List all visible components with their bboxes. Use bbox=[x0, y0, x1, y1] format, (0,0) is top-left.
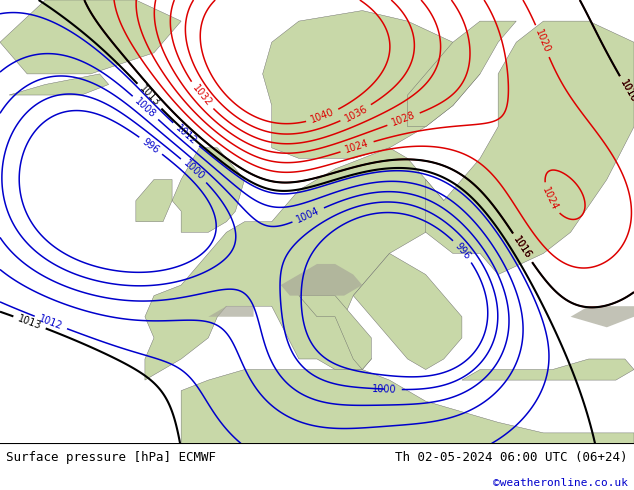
Text: Surface pressure [hPa] ECMWF: Surface pressure [hPa] ECMWF bbox=[6, 451, 216, 464]
Text: 1013: 1013 bbox=[16, 313, 42, 331]
Text: 1036: 1036 bbox=[343, 103, 369, 123]
Text: 1004: 1004 bbox=[295, 205, 321, 225]
Text: 1013: 1013 bbox=[138, 84, 162, 108]
Text: 1012: 1012 bbox=[174, 122, 198, 147]
Text: 1016: 1016 bbox=[512, 235, 533, 261]
Text: 996: 996 bbox=[453, 241, 472, 262]
Text: 1024: 1024 bbox=[540, 186, 560, 212]
Text: 1000: 1000 bbox=[372, 384, 397, 394]
Polygon shape bbox=[0, 0, 181, 74]
Polygon shape bbox=[571, 306, 634, 327]
Text: 1032: 1032 bbox=[190, 83, 214, 108]
Polygon shape bbox=[9, 74, 108, 95]
Polygon shape bbox=[136, 179, 172, 221]
Polygon shape bbox=[462, 359, 634, 380]
Text: 1008: 1008 bbox=[133, 96, 158, 120]
Polygon shape bbox=[181, 369, 634, 443]
Polygon shape bbox=[262, 11, 480, 158]
Text: 1016: 1016 bbox=[618, 78, 634, 104]
Text: 1028: 1028 bbox=[391, 110, 417, 128]
Text: 1016: 1016 bbox=[618, 78, 634, 104]
Text: 996: 996 bbox=[140, 136, 161, 155]
Text: 1000: 1000 bbox=[181, 158, 206, 182]
Polygon shape bbox=[299, 295, 372, 369]
Text: 1024: 1024 bbox=[344, 138, 370, 155]
Polygon shape bbox=[425, 21, 634, 274]
Text: 1012: 1012 bbox=[37, 314, 64, 332]
Text: Th 02-05-2024 06:00 UTC (06+24): Th 02-05-2024 06:00 UTC (06+24) bbox=[395, 451, 628, 464]
Polygon shape bbox=[281, 264, 362, 295]
Text: 1016: 1016 bbox=[512, 235, 533, 261]
Text: 1020: 1020 bbox=[533, 28, 552, 54]
Polygon shape bbox=[353, 253, 462, 369]
Polygon shape bbox=[209, 306, 254, 317]
Text: 1040: 1040 bbox=[309, 107, 336, 125]
Text: ©weatheronline.co.uk: ©weatheronline.co.uk bbox=[493, 478, 628, 488]
Polygon shape bbox=[172, 148, 245, 232]
Polygon shape bbox=[408, 21, 516, 127]
Polygon shape bbox=[145, 148, 444, 380]
